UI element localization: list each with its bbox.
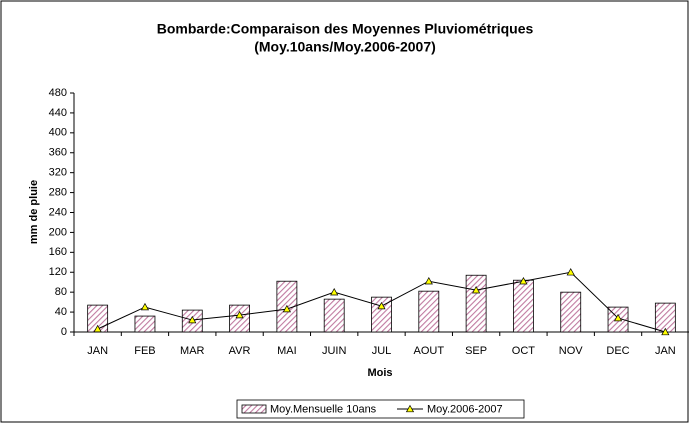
y-tick-label: 40 — [55, 306, 67, 318]
line-marker — [472, 285, 481, 294]
line-marker — [424, 276, 433, 285]
line-marker — [377, 301, 386, 310]
y-tick-label: 280 — [49, 186, 67, 198]
x-tick-label: SEP — [465, 345, 487, 357]
bar — [323, 298, 345, 333]
x-tick-label: OCT — [512, 345, 536, 357]
y-tick-label: 360 — [49, 147, 67, 159]
y-tick-label: 0 — [61, 326, 67, 338]
x-tick-label: JAN — [655, 345, 676, 357]
line-marker — [661, 327, 670, 336]
x-tick-label: JAN — [87, 345, 108, 357]
x-tick-label: NOV — [559, 345, 584, 357]
x-tick-label: DEC — [606, 345, 629, 357]
legend-label: Moy.Mensuelle 10ans — [270, 403, 377, 415]
bar — [229, 304, 250, 333]
line-marker — [235, 310, 244, 319]
line-marker — [282, 304, 291, 313]
bar — [134, 315, 156, 333]
legend-swatch — [241, 404, 267, 414]
line-marker — [330, 287, 339, 296]
legend-marker — [405, 404, 415, 413]
bar — [560, 291, 582, 333]
line-marker — [613, 313, 623, 322]
x-tick-label: AVR — [229, 345, 251, 357]
y-tick-label: 320 — [49, 167, 67, 179]
bar — [465, 274, 487, 333]
y-tick-label: 160 — [49, 246, 67, 258]
bar — [513, 279, 534, 333]
y-tick-label: 120 — [49, 266, 67, 278]
chart-subtitle: (Moy.10ans/Moy.2006-2007) — [254, 39, 436, 55]
y-tick-label: 400 — [49, 127, 67, 139]
x-tick-label: JUIN — [322, 345, 347, 357]
bar — [371, 296, 392, 333]
legend-box — [236, 399, 525, 419]
line-marker — [188, 315, 197, 324]
x-tick-label: MAR — [180, 345, 205, 357]
bar — [418, 290, 440, 333]
chart-title: Bombarde:Comparaison des Moyennes Pluvio… — [157, 21, 534, 37]
line-marker — [140, 302, 150, 311]
x-axis-title: Mois — [367, 367, 392, 379]
x-tick-label: MAI — [277, 345, 297, 357]
y-tick-label: 240 — [49, 206, 67, 218]
y-tick-label: 200 — [49, 226, 67, 238]
line-marker — [93, 324, 102, 333]
x-tick-label: JUL — [372, 345, 392, 357]
line-marker — [519, 276, 528, 285]
x-tick-label: FEB — [134, 345, 155, 357]
y-axis-title: mm de pluie — [28, 180, 40, 244]
x-tick-label: AOUT — [414, 345, 445, 357]
y-tick-label: 440 — [49, 107, 67, 119]
bar — [654, 302, 676, 333]
legend-label: Moy.2006-2007 — [427, 403, 503, 415]
y-tick-label: 480 — [49, 87, 67, 99]
line-marker — [566, 268, 575, 276]
y-tick-label: 80 — [55, 286, 67, 298]
